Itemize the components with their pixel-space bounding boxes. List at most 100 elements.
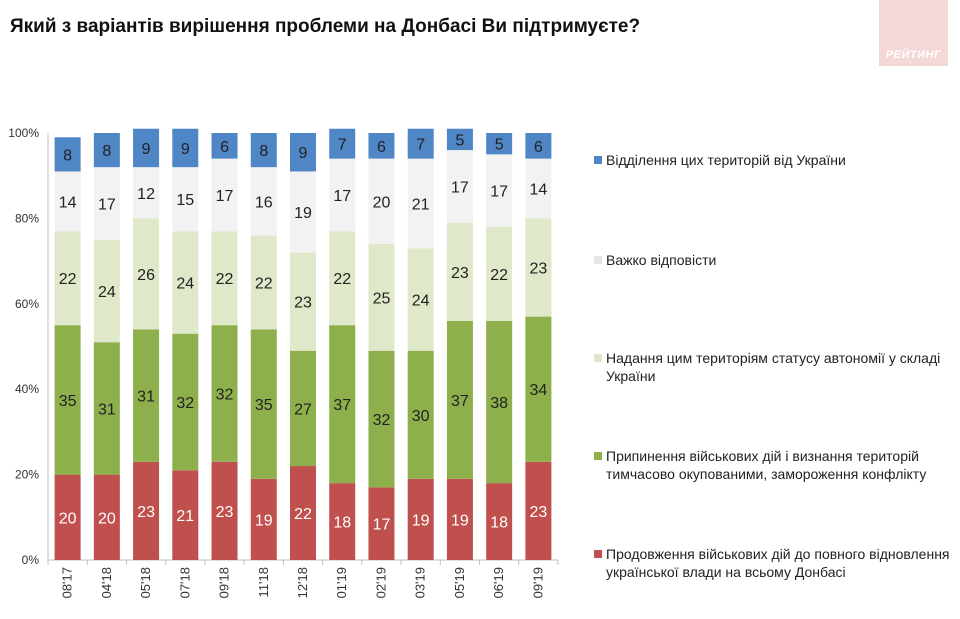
bar-segment <box>93 133 120 168</box>
bar-segment <box>368 487 395 560</box>
data-label: 30 <box>412 408 430 425</box>
bar-segment <box>133 167 160 219</box>
bar-segment <box>446 128 473 151</box>
bar-segment <box>93 474 120 560</box>
data-label: 17 <box>451 179 469 196</box>
data-label: 23 <box>137 504 155 521</box>
data-label: 22 <box>490 267 508 284</box>
bar-segment <box>486 226 513 321</box>
bar-segment <box>54 231 81 326</box>
bar-segment <box>172 333 199 471</box>
y-tick-label: 60% <box>15 297 39 311</box>
bar-segment <box>407 478 434 560</box>
data-label: 23 <box>451 265 469 282</box>
data-label: 19 <box>451 512 469 529</box>
rating-logo: РЕЙТИНГ <box>879 0 948 66</box>
x-tick-label: 07'18 <box>177 567 192 598</box>
data-label: 37 <box>333 397 351 414</box>
x-tick-label: 05'19 <box>452 567 467 598</box>
data-label: 38 <box>490 395 508 412</box>
x-tick-label: 05'18 <box>138 567 153 598</box>
data-label: 32 <box>176 395 194 412</box>
data-label: 17 <box>98 196 116 213</box>
data-label: 22 <box>59 271 77 288</box>
bar-segment <box>525 316 552 462</box>
bar-segment <box>250 167 277 236</box>
data-label: 22 <box>216 271 234 288</box>
bar-segment <box>250 478 277 560</box>
bar-segment <box>172 167 199 232</box>
legend-swatch <box>594 452 602 460</box>
bar-segment <box>525 133 552 159</box>
data-label: 16 <box>255 194 273 211</box>
y-tick-label: 40% <box>15 382 39 396</box>
data-label: 34 <box>529 382 547 399</box>
data-label: 15 <box>176 192 194 209</box>
data-label: 20 <box>98 510 116 527</box>
bar-segment <box>133 218 160 330</box>
legend-label: Припинення військових дій і визнання тер… <box>606 448 927 482</box>
bar-segment <box>407 128 434 159</box>
data-label: 19 <box>412 512 430 529</box>
data-label: 17 <box>373 517 391 534</box>
bar-segment <box>486 154 513 227</box>
bar-segment <box>172 231 199 334</box>
bar-segment <box>290 466 316 560</box>
data-label: 23 <box>216 504 234 521</box>
bar-segment <box>368 350 395 488</box>
bar-segment <box>93 342 120 475</box>
data-label: 6 <box>534 139 543 156</box>
data-label: 37 <box>451 393 469 410</box>
logo-text: РЕЙТИНГ <box>885 49 942 61</box>
bar-segment <box>446 320 473 479</box>
y-tick-label: 100% <box>8 126 39 140</box>
legend-item: Надання цим територіям статусу автономії… <box>594 349 956 385</box>
legend-swatch <box>594 156 602 164</box>
data-label: 12 <box>137 186 155 203</box>
bar-segment <box>54 474 81 560</box>
bar-segment <box>407 158 434 249</box>
bar-segment <box>407 350 434 479</box>
data-label: 24 <box>412 293 430 310</box>
bar-segment <box>172 470 199 560</box>
data-label: 17 <box>490 184 508 201</box>
data-label: 23 <box>529 261 547 278</box>
data-label: 9 <box>142 141 151 158</box>
data-label: 24 <box>176 275 194 292</box>
x-tick-label: 11'18 <box>256 567 271 597</box>
bar-segment <box>486 483 513 560</box>
data-label: 25 <box>373 290 391 307</box>
legend-label: Відділення цих територій від України <box>606 152 846 168</box>
bar-segment <box>211 133 238 159</box>
bar-segment <box>407 248 434 351</box>
x-tick-label: 09'19 <box>530 567 545 598</box>
data-label: 9 <box>299 145 308 162</box>
data-label: 6 <box>220 139 229 156</box>
x-tick-label: 12'18 <box>295 567 310 598</box>
data-label: 31 <box>137 389 155 406</box>
bar-segment <box>525 218 552 317</box>
data-label: 32 <box>216 386 234 403</box>
bar-segment <box>486 320 513 484</box>
data-label: 32 <box>373 412 391 429</box>
bar-segment <box>525 461 552 560</box>
data-label: 22 <box>255 275 273 292</box>
data-label: 8 <box>102 143 111 160</box>
data-label: 21 <box>412 196 430 213</box>
data-label: 8 <box>259 143 268 160</box>
legend-item: Важко відповісти <box>594 251 956 269</box>
y-tick-label: 20% <box>15 468 39 482</box>
data-label: 7 <box>416 137 425 154</box>
bar-segment <box>368 133 395 159</box>
data-label: 22 <box>333 271 351 288</box>
x-tick-label: 02'19 <box>373 567 388 598</box>
bar-segment <box>250 133 277 168</box>
data-label: 18 <box>490 515 508 532</box>
bar-segment <box>329 231 356 326</box>
bar-segment <box>54 137 81 172</box>
legend-item: Продовження військових дій до повного ві… <box>594 545 956 581</box>
bar-segment <box>446 478 473 560</box>
data-label: 17 <box>333 188 351 205</box>
data-label: 27 <box>294 401 312 418</box>
